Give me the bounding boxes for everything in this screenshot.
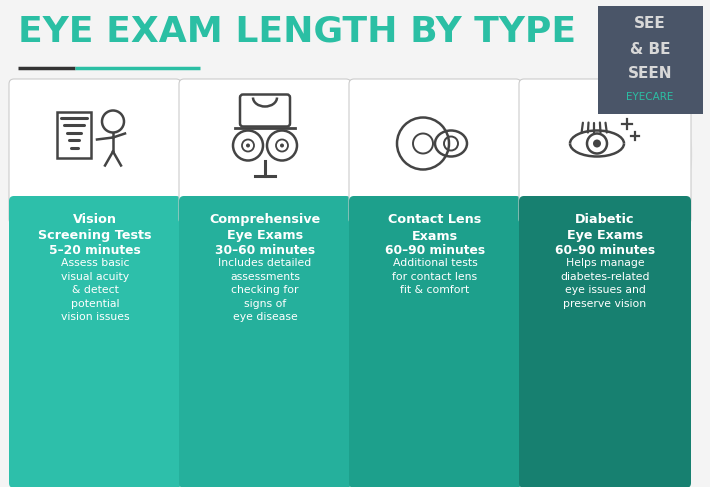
Bar <box>184 181 346 211</box>
FancyBboxPatch shape <box>179 79 351 224</box>
Text: EYE EXAM LENGTH BY TYPE: EYE EXAM LENGTH BY TYPE <box>18 14 576 48</box>
Text: SEEN: SEEN <box>628 66 672 81</box>
Bar <box>14 181 176 211</box>
Circle shape <box>280 144 284 148</box>
Text: 60–90 minutes: 60–90 minutes <box>385 244 485 257</box>
Circle shape <box>593 139 601 148</box>
FancyBboxPatch shape <box>519 79 691 224</box>
Text: Assess basic
visual acuity
& detect
potential
vision issues: Assess basic visual acuity & detect pote… <box>60 258 129 322</box>
Text: 30: 30 <box>176 101 360 228</box>
FancyBboxPatch shape <box>179 196 351 487</box>
FancyBboxPatch shape <box>349 79 521 224</box>
Text: & BE: & BE <box>630 42 670 57</box>
Text: Includes detailed
assessments
checking for
signs of
eye disease: Includes detailed assessments checking f… <box>219 258 312 322</box>
Circle shape <box>246 144 250 148</box>
Text: 30–60 minutes: 30–60 minutes <box>215 244 315 257</box>
Text: Contact Lens
Exams: Contact Lens Exams <box>388 213 481 243</box>
Text: 60: 60 <box>516 101 700 228</box>
Text: Diabetic
Eye Exams: Diabetic Eye Exams <box>567 213 643 243</box>
Text: 5: 5 <box>49 101 141 228</box>
FancyBboxPatch shape <box>598 6 703 114</box>
Text: Additional tests
for contact lens
fit & comfort: Additional tests for contact lens fit & … <box>393 258 478 295</box>
Text: 60–90 minutes: 60–90 minutes <box>555 244 655 257</box>
FancyBboxPatch shape <box>9 79 181 224</box>
Bar <box>354 181 516 211</box>
Text: Helps manage
diabetes-related
eye issues and
preserve vision: Helps manage diabetes-related eye issues… <box>560 258 650 309</box>
Text: 60: 60 <box>346 101 530 228</box>
Text: Vision
Screening Tests: Vision Screening Tests <box>38 213 152 243</box>
Text: EYECARE: EYECARE <box>626 92 674 102</box>
FancyBboxPatch shape <box>349 196 521 487</box>
Bar <box>524 181 686 211</box>
Text: SEE: SEE <box>634 16 666 31</box>
FancyBboxPatch shape <box>9 196 181 487</box>
Text: Comprehensive
Eye Exams: Comprehensive Eye Exams <box>209 213 321 243</box>
FancyBboxPatch shape <box>519 196 691 487</box>
Text: 5–20 minutes: 5–20 minutes <box>49 244 141 257</box>
